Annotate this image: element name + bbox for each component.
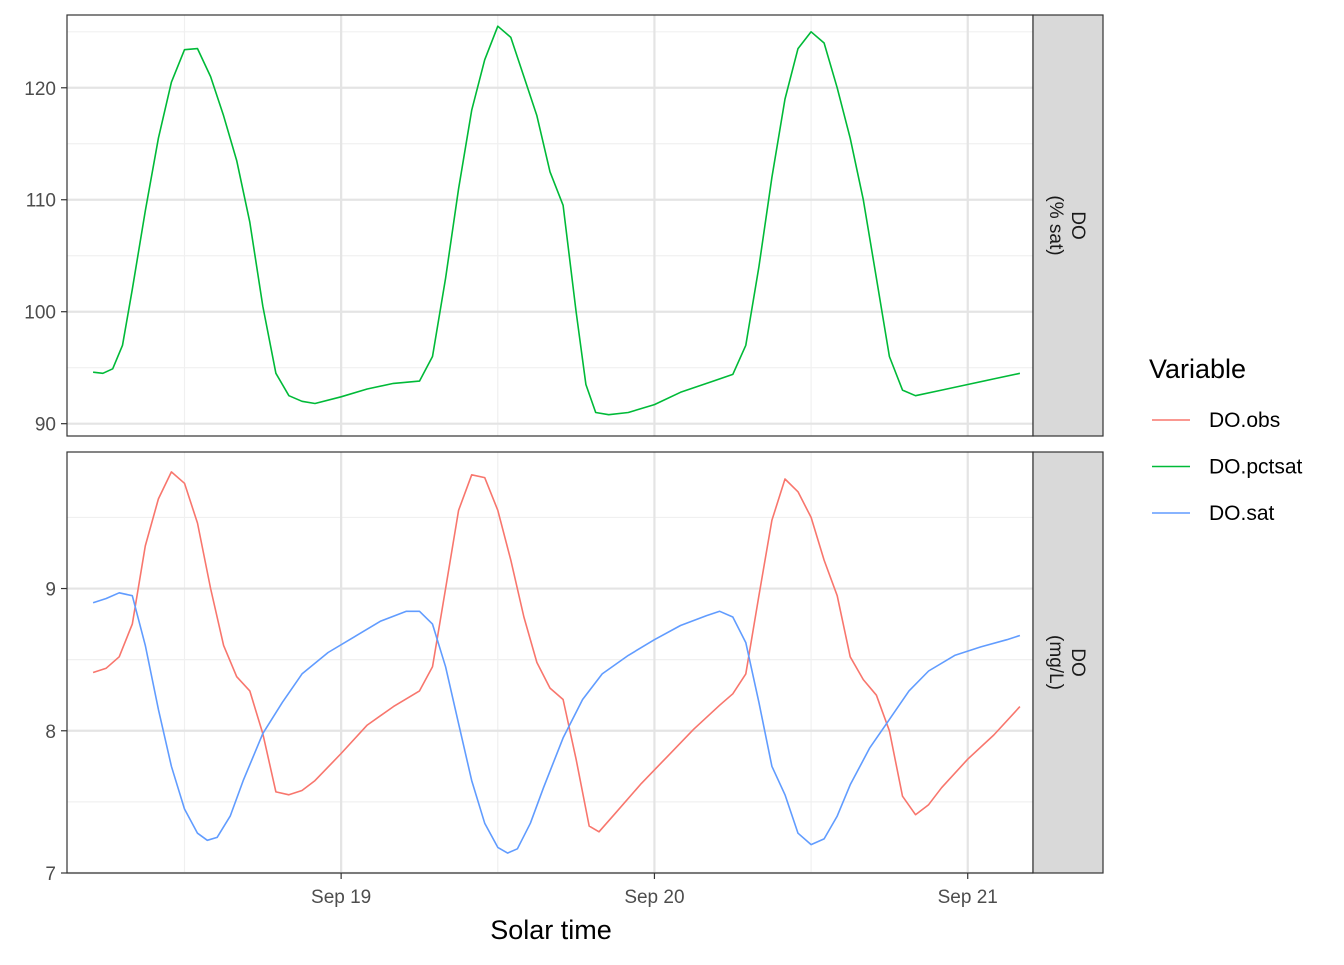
panel-do-mgl: 7 8 9 DO(mg/L) Sep 19 Sep 20 Sep 21	[45, 451, 1104, 908]
y-tick-label: 120	[24, 79, 56, 100]
x-tick-label: Sep 20	[624, 887, 684, 908]
facet-strip-line: (% sat)	[1045, 195, 1066, 255]
legend-title: Variable	[1149, 354, 1246, 384]
plot-background	[67, 452, 1033, 873]
x-tick-label: Sep 19	[311, 887, 371, 908]
facet-strip-line: DO	[1067, 211, 1088, 240]
facet-strip-line: DO	[1067, 648, 1088, 677]
facet-strip-label: DO(mg/L)	[1045, 635, 1088, 690]
y-tick-label: 7	[45, 864, 56, 885]
facet-strip	[1032, 451, 1104, 874]
series-line-do-obs	[92, 471, 1021, 833]
x-axis-title: Solar time	[490, 915, 612, 945]
series-line-do-pctsat	[93, 25, 1021, 416]
legend-label-do-obs: DO.obs	[1209, 409, 1280, 432]
y-tick-label: 110	[26, 191, 56, 212]
panel-do-pctsat: 90 100 110 120 DO(% sat)	[24, 14, 1104, 437]
facet-strip-line: (mg/L)	[1045, 635, 1066, 690]
y-tick-label: 90	[35, 415, 56, 436]
facet-strip	[1032, 14, 1104, 437]
plot-background	[67, 15, 1033, 436]
y-tick-label: 9	[45, 580, 56, 601]
y-tick-label: 8	[45, 722, 56, 743]
legend-label-do-sat: DO.sat	[1209, 502, 1275, 525]
legend-label-do-pctsat: DO.pctsat	[1209, 456, 1303, 479]
y-tick-label: 100	[24, 303, 56, 324]
facet-strip-label: DO(% sat)	[1045, 195, 1088, 255]
series-line-do-sat	[92, 592, 1021, 854]
x-tick-label: Sep 21	[938, 887, 998, 908]
legend: Variable DO.obs DO.pctsat DO.sat	[1149, 354, 1303, 525]
